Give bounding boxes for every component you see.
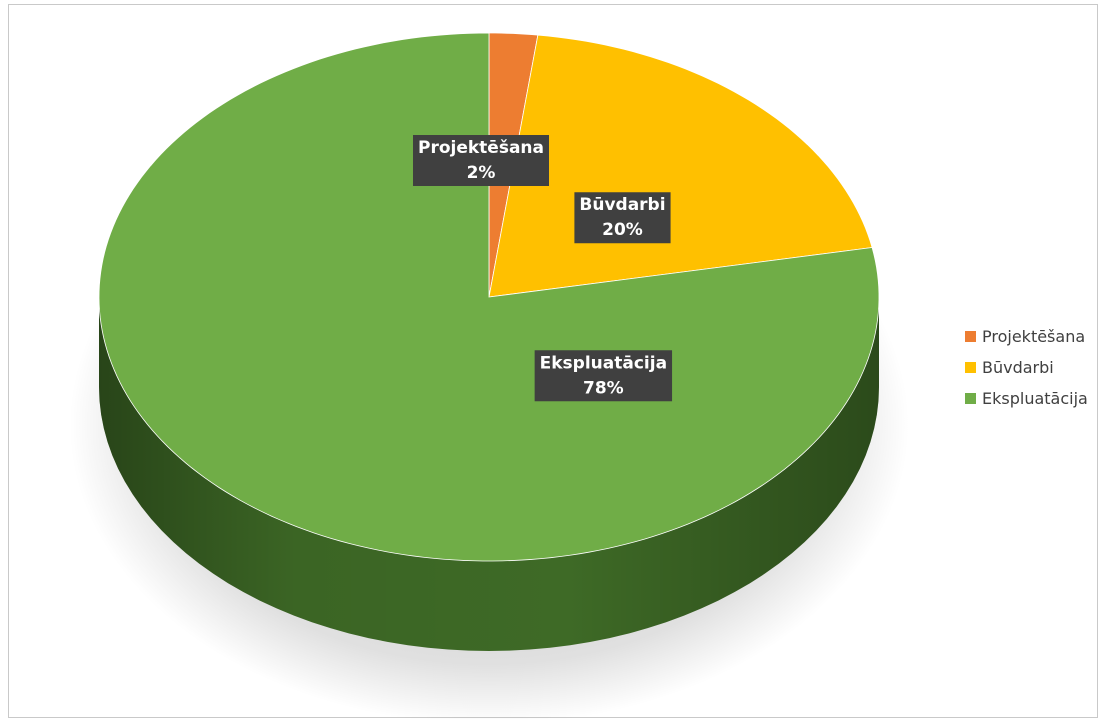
legend-swatch (965, 362, 976, 373)
pie-sides (99, 297, 879, 651)
pie-side-ekspluatacija-shade (99, 297, 879, 651)
data-label-category: Būvdarbi (579, 195, 665, 215)
legend-label: Projektēšana (982, 327, 1086, 346)
data-label-box (534, 350, 673, 402)
data-label-buvdarbi: Būvdarbi 20% (574, 192, 671, 244)
legend-item-ekspluatacija: Ekspluatācija (965, 383, 1088, 414)
legend: Projektēšana Būvdarbi Ekspluatācija (965, 321, 1088, 414)
legend-label: Ekspluatācija (982, 389, 1088, 408)
data-label-box (574, 192, 671, 244)
data-label-category: Ekspluatācija (540, 353, 667, 373)
pie-slices (98, 32, 880, 562)
legend-item-projektesana: Projektēšana (965, 321, 1088, 352)
legend-swatch (965, 393, 976, 404)
data-label-value: 2% (467, 163, 496, 183)
chart-area: Projektēšana 2% Būvdarbi 20% Ekspluatācija 78… (8, 4, 1098, 719)
data-labels: Projektēšana 2% Būvdarbi 20% Ekspluatācija 78… (412, 135, 673, 402)
data-label-projektesana: Projektēšana 2% (412, 135, 550, 186)
legend-item-buvdarbi: Būvdarbi (965, 352, 1088, 383)
data-label-box (412, 135, 550, 186)
legend-label: Būvdarbi (982, 358, 1054, 377)
pie-slice-ekspluatacija (98, 32, 880, 562)
data-label-value: 78% (583, 378, 624, 398)
data-label-value: 20% (602, 220, 643, 240)
data-label-category: Projektēšana (418, 138, 544, 158)
pie-chart: Projektēšana 2% Būvdarbi 20% Ekspluatācija 78… (69, 32, 909, 719)
legend-swatch (965, 331, 976, 342)
data-label-ekspluatacija: Ekspluatācija 78% (534, 350, 673, 402)
